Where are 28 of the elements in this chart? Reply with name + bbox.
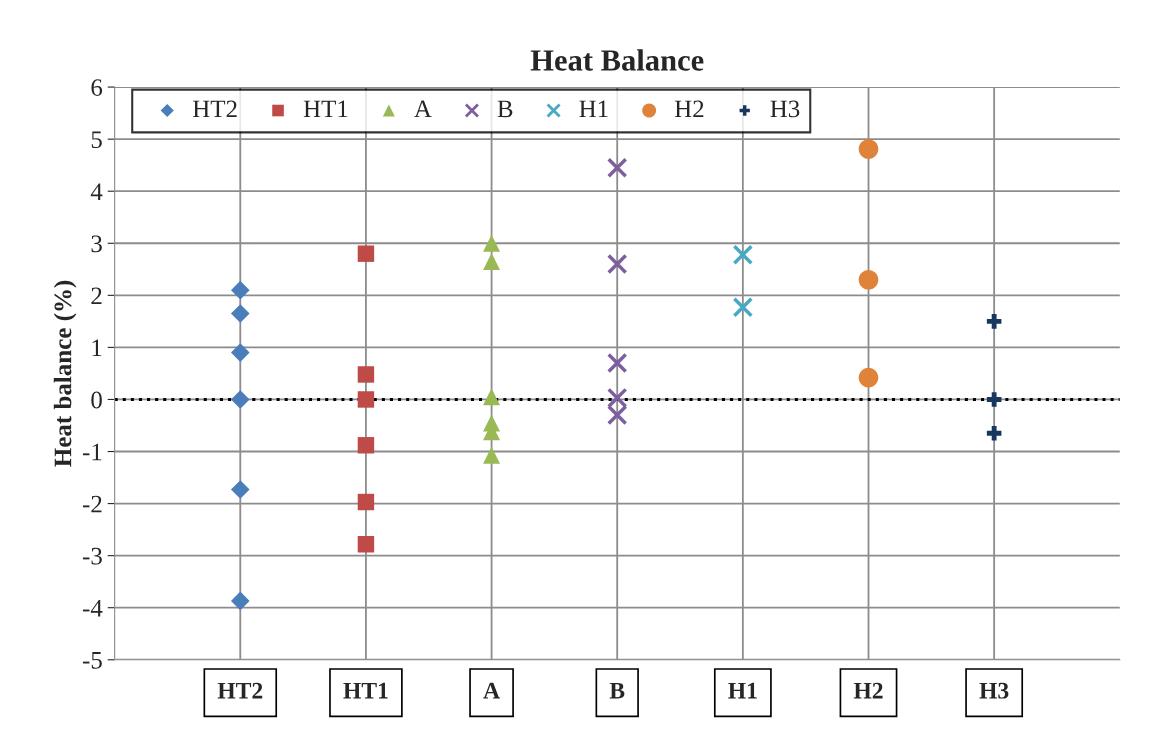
y-tick-label: 1 [92, 339, 102, 357]
legend-label: HT1 [303, 100, 348, 118]
legend-label: HT2 [192, 100, 237, 118]
y-tick-label: -2 [82, 495, 102, 513]
x-tick-label: HT2 [217, 682, 263, 699]
legend-label: B [497, 100, 513, 118]
y-tick-label: 6 [91, 79, 103, 96]
legend-label: A [414, 100, 432, 118]
y-tick-label: -3 [82, 547, 102, 565]
chart-title: Heat Balance [530, 49, 704, 71]
x-tick-label: H2 [853, 682, 883, 699]
x-tick-label: B [609, 682, 625, 699]
y-tick-label: -4 [82, 599, 103, 617]
x-tick-label: H1 [728, 682, 757, 699]
y-tick-label: 2 [91, 287, 102, 305]
legend-label: H1 [579, 100, 608, 118]
y-tick-label: 3 [91, 235, 102, 253]
x-tick-label: HT1 [343, 682, 388, 699]
legend-label: H3 [770, 100, 800, 118]
y-axis-title: Heat balance (%) [53, 280, 77, 467]
y-tick-label: 4 [90, 183, 103, 200]
x-tick-label: H3 [979, 682, 1009, 699]
y-tick-label: -5 [82, 652, 102, 669]
legend-label: H2 [674, 100, 704, 118]
x-tick-label: A [483, 682, 500, 699]
y-tick-label: 0 [91, 391, 102, 409]
y-tick-label: -1 [82, 443, 102, 461]
y-tick-label: 5 [91, 131, 102, 149]
